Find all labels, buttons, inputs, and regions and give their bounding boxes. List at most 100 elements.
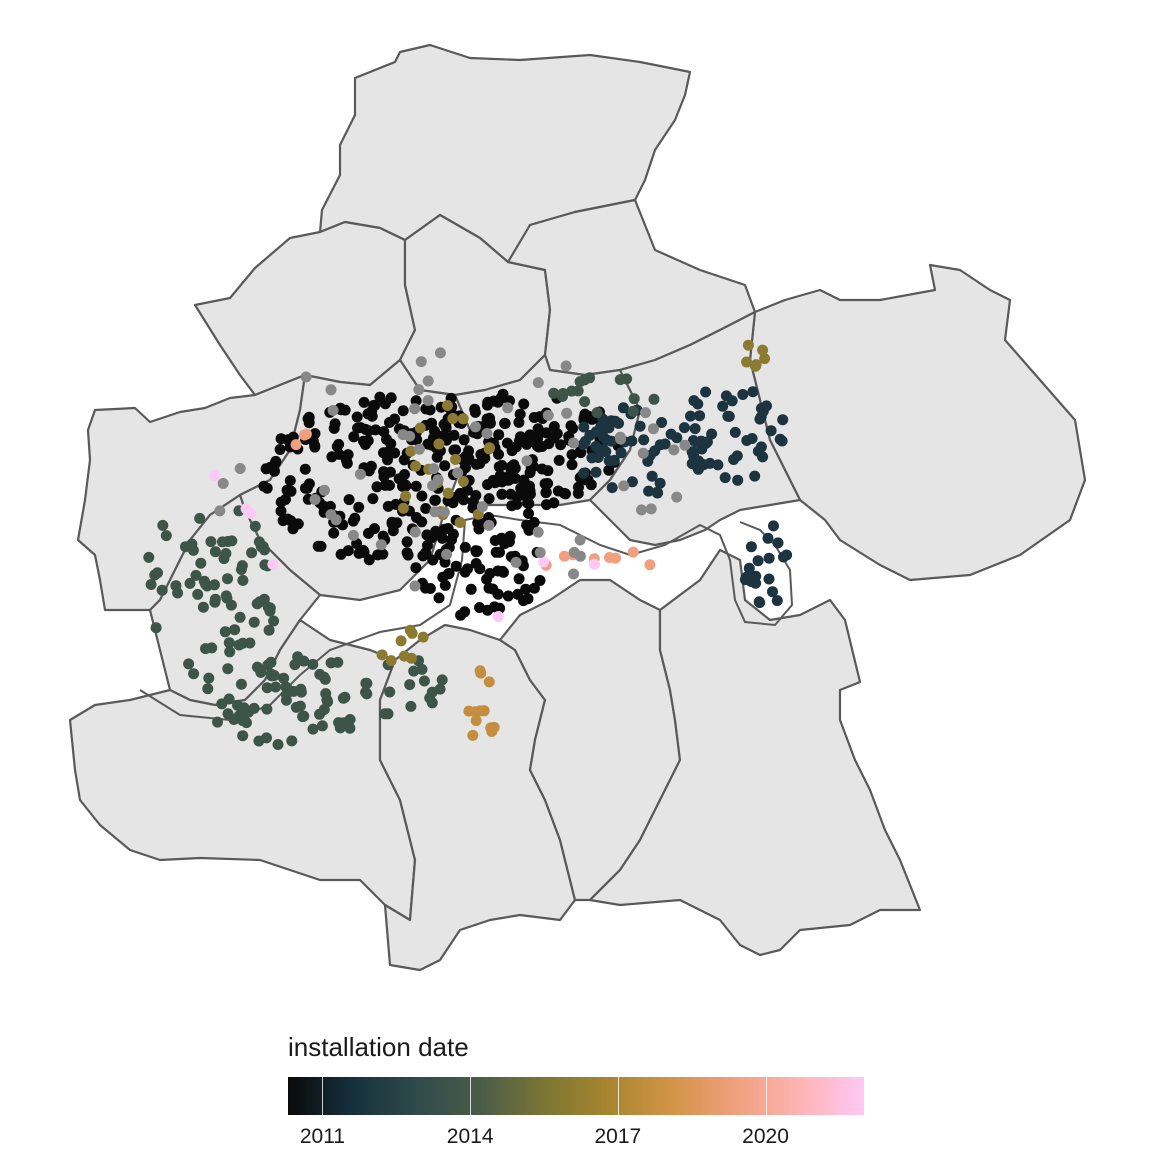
- station-point: [429, 506, 441, 518]
- station-point: [384, 466, 396, 478]
- station-point: [442, 400, 453, 411]
- station-point: [406, 627, 418, 639]
- station-point: [745, 576, 757, 587]
- station-point: [405, 700, 417, 712]
- station-point: [566, 449, 578, 461]
- station-point: [484, 442, 495, 454]
- station-point: [198, 575, 210, 587]
- station-point: [590, 466, 602, 478]
- station-point: [494, 602, 506, 614]
- station-point: [379, 479, 391, 491]
- station-point: [609, 415, 621, 427]
- colorbar-tick-mark: [765, 1077, 767, 1115]
- station-point: [459, 566, 471, 578]
- station-point: [447, 497, 459, 509]
- station-point: [397, 405, 409, 417]
- station-point: [366, 405, 378, 417]
- station-point: [286, 735, 298, 747]
- station-point: [410, 562, 422, 574]
- station-point: [216, 536, 228, 548]
- station-point: [226, 535, 238, 547]
- station-point: [492, 396, 504, 408]
- station-point: [565, 420, 577, 432]
- station-point: [481, 573, 493, 585]
- station-point: [333, 448, 345, 460]
- station-point: [274, 444, 286, 455]
- station-point: [591, 407, 603, 419]
- station-point: [428, 463, 440, 475]
- station-point: [372, 549, 384, 561]
- station-point: [246, 547, 258, 559]
- station-point: [719, 472, 731, 484]
- station-point: [496, 459, 508, 471]
- station-point: [342, 449, 354, 461]
- station-point: [542, 465, 554, 477]
- station-point: [382, 454, 393, 466]
- station-point: [528, 582, 540, 594]
- station-point: [590, 441, 602, 452]
- station-point: [251, 661, 263, 673]
- station-point: [352, 422, 363, 434]
- station-point: [566, 459, 578, 471]
- station-point: [689, 423, 701, 435]
- station-point: [644, 559, 656, 571]
- station-point: [651, 486, 663, 498]
- station-point: [750, 359, 762, 371]
- station-point: [509, 462, 521, 474]
- colorbar-tick-label: 2011: [299, 1125, 346, 1148]
- station-point: [600, 446, 612, 458]
- station-point: [671, 432, 683, 444]
- station-point: [234, 463, 246, 474]
- station-point: [410, 460, 422, 472]
- borough-lewisham-greenwich: [588, 548, 922, 957]
- station-point: [506, 445, 518, 457]
- station-point: [294, 700, 306, 712]
- station-point: [367, 493, 379, 505]
- station-point: [205, 536, 217, 548]
- station-point: [621, 373, 633, 385]
- station-point: [439, 460, 451, 472]
- station-point: [560, 488, 571, 500]
- station-point: [469, 706, 481, 718]
- station-point: [299, 463, 311, 475]
- station-point: [578, 421, 590, 433]
- station-point: [384, 417, 395, 428]
- station-point: [348, 431, 360, 443]
- station-point: [704, 457, 716, 469]
- station-point: [572, 385, 584, 397]
- station-point: [260, 463, 272, 475]
- station-point: [515, 431, 526, 443]
- station-point: [309, 440, 321, 451]
- station-point: [685, 410, 696, 422]
- station-point: [755, 441, 767, 453]
- station-point: [513, 416, 525, 428]
- station-point: [742, 339, 754, 351]
- colorbar-tick-label: 2014: [446, 1125, 494, 1148]
- station-point: [499, 417, 511, 429]
- station-point: [494, 546, 505, 558]
- station-point: [298, 710, 310, 722]
- station-point: [253, 735, 265, 747]
- station-point: [275, 505, 287, 517]
- station-point: [454, 517, 466, 528]
- station-point: [654, 477, 666, 489]
- station-point: [747, 386, 759, 398]
- station-point: [729, 426, 741, 438]
- station-point: [643, 485, 655, 497]
- station-point: [410, 480, 422, 492]
- station-point: [307, 723, 319, 735]
- station-point: [617, 402, 629, 414]
- station-point: [223, 637, 235, 649]
- station-point: [521, 455, 533, 467]
- station-point: [422, 375, 434, 387]
- station-point: [354, 468, 366, 480]
- station-point: [272, 739, 284, 750]
- station-point: [771, 595, 783, 607]
- station-point: [424, 583, 436, 594]
- station-point: [235, 678, 247, 690]
- station-point: [626, 476, 638, 488]
- station-point: [520, 583, 532, 595]
- station-point: [488, 721, 500, 733]
- station-point: [251, 598, 263, 610]
